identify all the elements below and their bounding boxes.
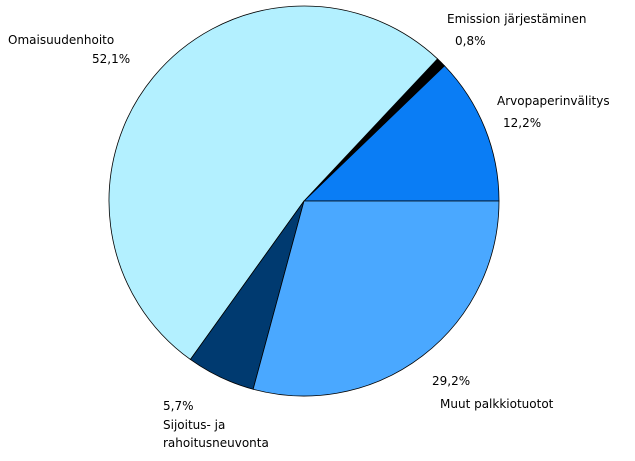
pie-slice	[252, 200, 500, 397]
pie-slice	[303, 65, 500, 202]
slice-value: 0,8%	[455, 34, 486, 48]
slice-value: 52,1%	[92, 52, 131, 66]
slice-label: Sijoitus- ja rahoitusneuvonta	[163, 418, 269, 450]
slice-label: Omaisuudenhoito	[8, 33, 115, 47]
slice-label: Emission järjestäminen	[447, 12, 587, 26]
slice-value: 5,7%	[163, 399, 194, 413]
slice-label: Muut palkkiotuotot	[440, 397, 554, 411]
slice-label: Arvopaperinvälitys	[497, 94, 610, 108]
pie-slice	[108, 5, 439, 361]
slice-value: 29,2%	[432, 374, 471, 388]
slice-value: 12,2%	[503, 116, 542, 130]
